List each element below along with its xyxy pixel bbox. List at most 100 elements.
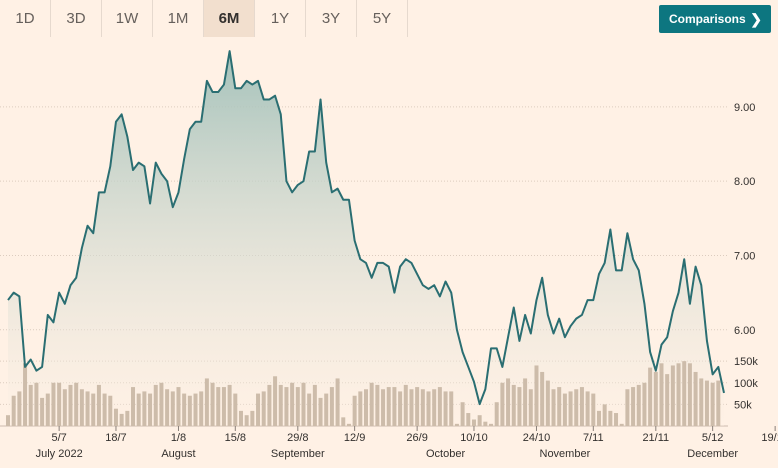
volume-bar [284,387,289,426]
volume-bar [119,413,124,426]
volume-bar [568,391,573,426]
volume-bar [687,363,692,426]
range-tab-1y[interactable]: 1Y [255,0,306,37]
volume-bar [642,382,647,426]
date-tick-label: 1/8 [171,432,186,444]
volume-bar [585,391,590,426]
volume-bar [545,380,550,426]
comparisons-label: Comparisons [669,12,746,26]
volume-bar [51,382,56,426]
volume-bar [494,402,499,426]
volume-bar [449,391,454,426]
volume-bar [324,393,329,426]
volume-bar [398,391,403,426]
volume-bar [335,378,340,426]
volume-bar [369,382,374,426]
volume-bar [710,382,715,426]
volume-bar [176,387,181,426]
volume-bar [182,393,187,426]
volume-bar [45,393,50,426]
volume-bar [500,382,505,426]
volume-bar [665,374,670,426]
volume-bar [244,415,249,426]
volume-bar [489,423,494,426]
volume-bar [165,389,170,426]
volume-bar [125,410,130,426]
volume-tick-label: 150k [734,356,758,368]
volume-bar [221,387,226,426]
volume-bar [659,363,664,426]
volume-bar [358,391,363,426]
volume-bar [523,378,528,426]
volume-bar [352,395,357,426]
volume-bar [386,387,391,426]
date-tick-label: 5/12 [702,432,723,444]
volume-bar [676,363,681,426]
volume-bar [113,408,118,426]
volume-bar [62,389,67,426]
month-label: August [161,448,195,460]
volume-bar [602,404,607,426]
date-tick-label: 10/10 [460,432,488,444]
volume-bar [648,367,653,426]
range-tab-6m[interactable]: 6M [204,0,255,37]
volume-bar [557,387,562,426]
range-tabs: 1D 3D 1W 1M 6M 1Y 3Y 5Y [0,0,408,38]
volume-bar [483,421,488,426]
volume-bar [579,387,584,426]
volume-bar [466,413,471,426]
month-label: December [687,448,738,460]
volume-bar [238,410,243,426]
volume-bar [415,387,420,426]
volume-bar [17,391,22,426]
volume-bar [210,382,215,426]
range-tab-5y[interactable]: 5Y [357,0,408,37]
volume-bar [57,382,62,426]
volume-bar [403,384,408,426]
range-tab-3d[interactable]: 3D [51,0,102,37]
volume-bar [278,384,283,426]
range-tab-3y[interactable]: 3Y [306,0,357,37]
volume-bar [534,365,539,426]
volume-bar [614,413,619,426]
volume-bar [574,389,579,426]
date-axis: 5/7 18/7 1/8 15/8 29/8 12/9 26/9 10/10 24/10 7/11… [51,426,778,444]
volume-bar [437,387,442,426]
volume-bar [295,387,300,426]
volume-bar [34,382,39,426]
date-tick-label: 12/9 [344,432,365,444]
volume-bar [551,389,556,426]
price-tick-label: 7.00 [734,250,755,262]
volume-bar [591,393,596,426]
date-tick-label: 24/10 [523,432,551,444]
date-tick-label: 18/7 [105,432,126,444]
range-tab-1m[interactable]: 1M [153,0,204,37]
date-tick-label: 26/9 [406,432,427,444]
volume-bar [528,389,533,426]
volume-bar [517,387,522,426]
volume-bar [91,393,96,426]
volume-bar [290,382,295,426]
volume-bar [364,389,368,426]
range-tab-1d[interactable]: 1D [0,0,51,37]
volume-bar [301,382,306,426]
volume-bar [381,389,386,426]
volume-bar [11,395,16,426]
volume-bar [346,423,351,426]
volume-bar [250,410,255,426]
volume-bar [716,380,721,426]
comparisons-button[interactable]: Comparisons ❯ [659,5,771,33]
month-label: November [540,448,591,460]
volume-bar [40,397,45,426]
volume-bar [273,376,278,426]
volume-bar [670,365,675,426]
volume-tick-label: 50k [734,399,752,411]
date-tick-label: 21/11 [642,432,669,444]
volume-bar [432,389,437,426]
volume-bar [420,389,425,426]
range-tab-1w[interactable]: 1W [102,0,153,37]
volume-bar [375,384,380,426]
date-tick-label: 29/8 [287,432,308,444]
chevron-right-icon: ❯ [750,11,762,27]
